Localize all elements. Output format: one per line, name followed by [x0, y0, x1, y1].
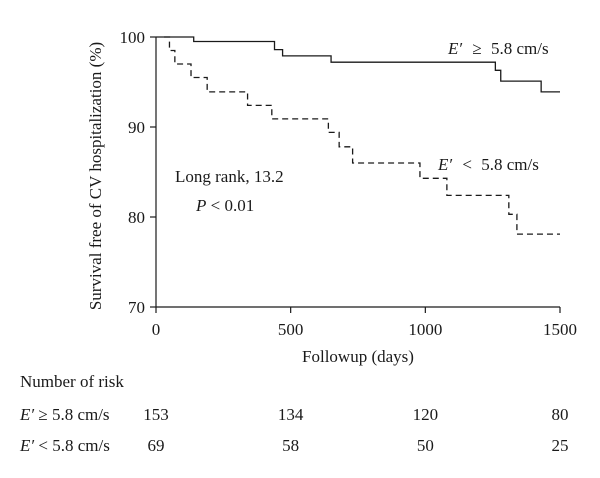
series-label-val: 5.8 cm/s: [481, 155, 539, 174]
axes: [155, 37, 560, 308]
risk-count: 58: [282, 436, 300, 455]
risk-count: 50: [416, 436, 434, 455]
series-label-e-low: E′ < 5.8 cm/s: [437, 155, 539, 174]
risk-row-e-low: E′ < 5.8 cm/s 69 58 50 25: [0, 436, 600, 460]
risk-count: 134: [277, 405, 304, 424]
p-value: < 0.01: [211, 196, 255, 215]
p-value-annotation: P < 0.01: [195, 196, 254, 215]
series-group: [156, 36, 560, 235]
risk-count: 153: [143, 405, 169, 424]
risk-row-label: E′ ≥ 5.8 cm/s: [20, 405, 110, 425]
risk-count: 120: [412, 405, 439, 424]
x-tick-label: 1000: [408, 320, 442, 339]
y-tick-label: 90: [128, 118, 145, 137]
y-axis-label: Survival free of CV hospitalization (%): [86, 42, 105, 310]
series-label-op: <: [462, 155, 472, 174]
y-tick-label: 70: [128, 298, 145, 317]
risk-row-label-var: E′: [20, 436, 35, 455]
risk-row-label-rest: < 5.8 cm/s: [34, 436, 110, 455]
risk-count: 25: [551, 436, 569, 455]
series-line-e-high: [156, 36, 560, 93]
x-tick-label: 1500: [543, 320, 577, 339]
risk-count: 80: [551, 405, 569, 424]
x-tick-label: 500: [278, 320, 304, 339]
risk-row-label-var: E′: [20, 405, 35, 424]
y-tick-label: 100: [120, 28, 146, 47]
logrank-annotation: Long rank, 13.2: [175, 167, 284, 186]
series-label-op: ≥: [472, 39, 481, 58]
series-label-e-high: E′ ≥ 5.8 cm/s: [447, 39, 549, 58]
series-label-var: E′: [437, 155, 452, 174]
p-symbol: P: [195, 196, 206, 215]
risk-row-label-rest: ≥ 5.8 cm/s: [34, 405, 110, 424]
x-axis-label: Followup (days): [302, 347, 414, 366]
series-label-var: E′: [447, 39, 462, 58]
series-label-val: 5.8 cm/s: [491, 39, 549, 58]
x-tick-label: 0: [152, 320, 161, 339]
series-line-e-low: [164, 36, 560, 235]
risk-row-label: E′ < 5.8 cm/s: [20, 436, 110, 456]
risk-row-e-high: E′ ≥ 5.8 cm/s 153 134 120 80: [0, 405, 600, 429]
risk-table-title: Number of risk: [20, 372, 124, 391]
risk-count: 69: [147, 436, 165, 455]
y-tick-label: 80: [128, 208, 145, 227]
